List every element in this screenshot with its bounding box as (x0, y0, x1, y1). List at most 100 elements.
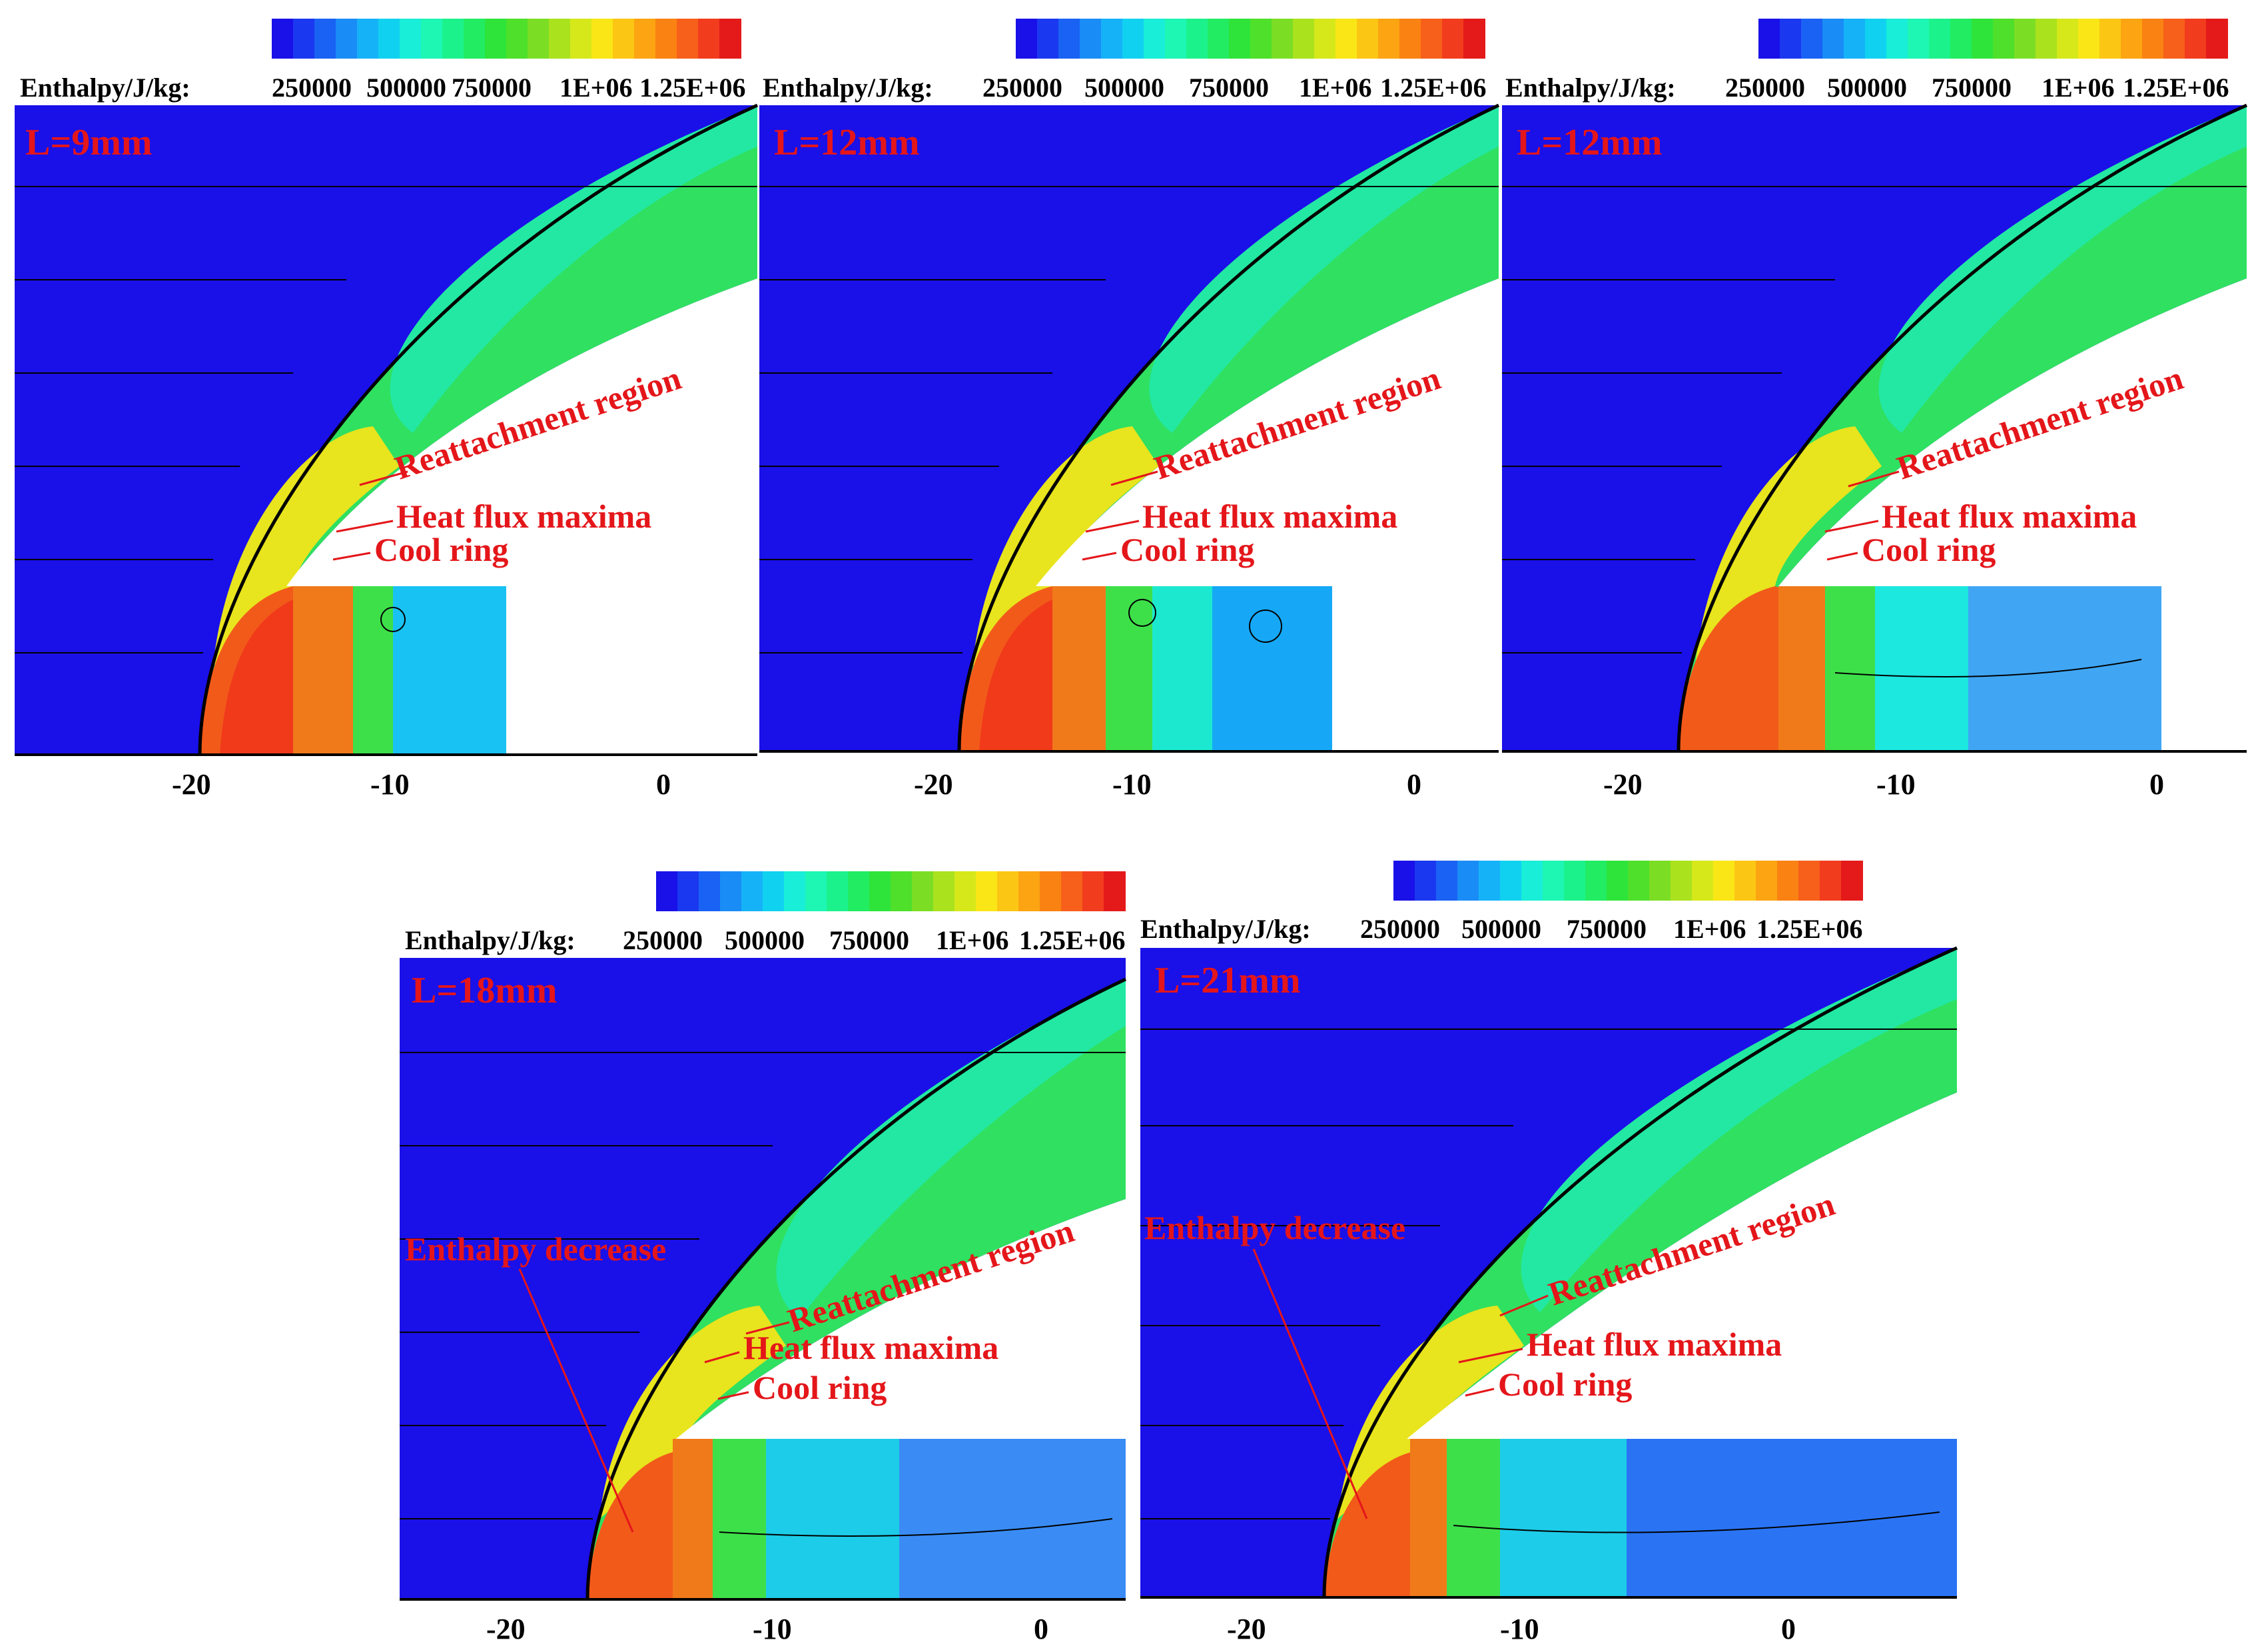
colorbar-cell (1780, 19, 1802, 59)
colorbar-tick: 750000 (1189, 73, 1269, 103)
annotation-cool-ring: Cool ring (1498, 1366, 1632, 1403)
colorbar-cell (677, 19, 699, 59)
shock-layer (1679, 105, 2247, 751)
colorbar-tick: 250000 (623, 925, 703, 955)
annotation-cool-ring: Cool ring (1120, 531, 1254, 568)
colorbar-tick: 1.25E+06 (2123, 73, 2229, 103)
shock-layer (200, 105, 757, 755)
colorbar-cell (763, 871, 785, 911)
colorbar-cell (2121, 19, 2143, 59)
colorbar-cell (741, 871, 763, 911)
annotation-heat-flux: Heat flux maxima (396, 498, 651, 535)
annotation-arrow (1252, 1248, 1368, 1519)
colorbar-cell (421, 19, 443, 59)
case-label: L=21mm (1155, 960, 1301, 1001)
colorbar (272, 19, 741, 59)
colorbar-cell (1250, 19, 1272, 59)
colorbar-cell (357, 19, 379, 59)
colorbar (1758, 19, 2228, 59)
colorbar-title: Enthalpy/J/kg: (405, 925, 575, 955)
panel-1: Enthalpy/J/kg: 250000 500000 750000 1E+0… (0, 0, 759, 819)
colorbar-cell (1040, 871, 1062, 911)
colorbar-title: Enthalpy/J/kg: (20, 73, 190, 103)
annotation-cool-ring: Cool ring (374, 531, 508, 568)
colorbar-cell (677, 871, 699, 911)
colorbar-cell (2163, 19, 2185, 59)
x-tick: -20 (1603, 768, 1643, 801)
colorbar-cell (698, 19, 720, 59)
colorbar-cell (1628, 861, 1650, 901)
colorbar-tick: 250000 (1725, 73, 1805, 103)
colorbar-cell (699, 871, 721, 911)
colorbar-cell (912, 871, 934, 911)
cavity-hot-wall (673, 1439, 713, 1599)
streamline (1453, 1511, 1940, 1533)
colorbar-tick: 500000 (1827, 73, 1907, 103)
colorbar-cell (1463, 19, 1485, 59)
annotation-arrow (1499, 1294, 1549, 1317)
colorbar-cell (1378, 19, 1400, 59)
x-tick: -20 (914, 768, 953, 801)
colorbar-tick: 250000 (982, 73, 1062, 103)
colorbar-cell (1058, 19, 1080, 59)
colorbar-cell (1082, 871, 1104, 911)
colorbar-cell (1500, 861, 1522, 901)
shock-wave (198, 103, 759, 755)
colorbar-cell (613, 19, 635, 59)
colorbar-cell (1713, 861, 1735, 901)
colorbar-cell (1521, 861, 1543, 901)
colorbar-cell (2036, 19, 2058, 59)
colorbar-cell (1104, 871, 1126, 911)
colorbar-cell (1801, 19, 1823, 59)
colorbar-cell (1101, 19, 1123, 59)
x-tick: -10 (370, 768, 410, 801)
colorbar-cell (1758, 19, 1780, 59)
annotation-heat-flux: Heat flux maxima (1527, 1326, 1782, 1363)
shock-layer (1324, 948, 1957, 1597)
colorbar-cell (1061, 871, 1083, 911)
annotation-arrow (359, 470, 408, 486)
colorbar-cell (1908, 19, 1930, 59)
x-tick: -20 (486, 1613, 526, 1645)
annotation-heat-flux: Heat flux maxima (1882, 498, 2137, 535)
cavity-hot-wall (1778, 586, 1825, 751)
colorbar-cell (1335, 19, 1357, 59)
colorbar-cell (827, 871, 849, 911)
colorbar-cell (1016, 19, 1038, 59)
colorbar-cell (976, 871, 998, 911)
colorbar-cell (1399, 19, 1421, 59)
annotation-arrow (1458, 1348, 1523, 1364)
annotation-heat-flux: Heat flux maxima (743, 1329, 998, 1366)
colorbar-cell (719, 19, 741, 59)
expansion-region (1778, 278, 2247, 751)
cavity-transition (353, 586, 393, 755)
colorbar-cell (891, 871, 913, 911)
case-label: L=9mm (25, 122, 153, 163)
x-tick: 0 (1781, 1613, 1796, 1645)
colorbar-tick: 1.25E+06 (1380, 73, 1486, 103)
cavity-transition (713, 1439, 766, 1599)
colorbar-tick: 250000 (272, 73, 352, 103)
colorbar-cell (2078, 19, 2100, 59)
colorbar-cell (1820, 861, 1842, 901)
colorbar-tick: 1E+06 (936, 925, 1008, 955)
colorbar-cell (464, 19, 486, 59)
colorbar (1016, 19, 1485, 59)
colorbar-tick: 500000 (366, 73, 446, 103)
colorbar-cell (1080, 19, 1102, 59)
colorbar-tick: 1.25E+06 (639, 73, 745, 103)
colorbar-cell (805, 871, 827, 911)
colorbar-cell (1777, 861, 1799, 901)
annotation-enthalpy-decrease: Enthalpy decrease (1144, 1209, 1405, 1246)
x-tick: -20 (172, 768, 211, 801)
colorbar-cell (1822, 19, 1844, 59)
colorbar-cell (720, 871, 742, 911)
colorbar-tick: 1E+06 (560, 73, 632, 103)
colorbar-cell (336, 19, 358, 59)
colorbar-cell (1929, 19, 1951, 59)
annotation-arrow (336, 520, 394, 533)
colorbar-tick: 1.25E+06 (1756, 914, 1862, 944)
colorbar-cell (954, 871, 976, 911)
case-label: L=18mm (412, 970, 558, 1011)
annotation-arrow (332, 552, 371, 561)
